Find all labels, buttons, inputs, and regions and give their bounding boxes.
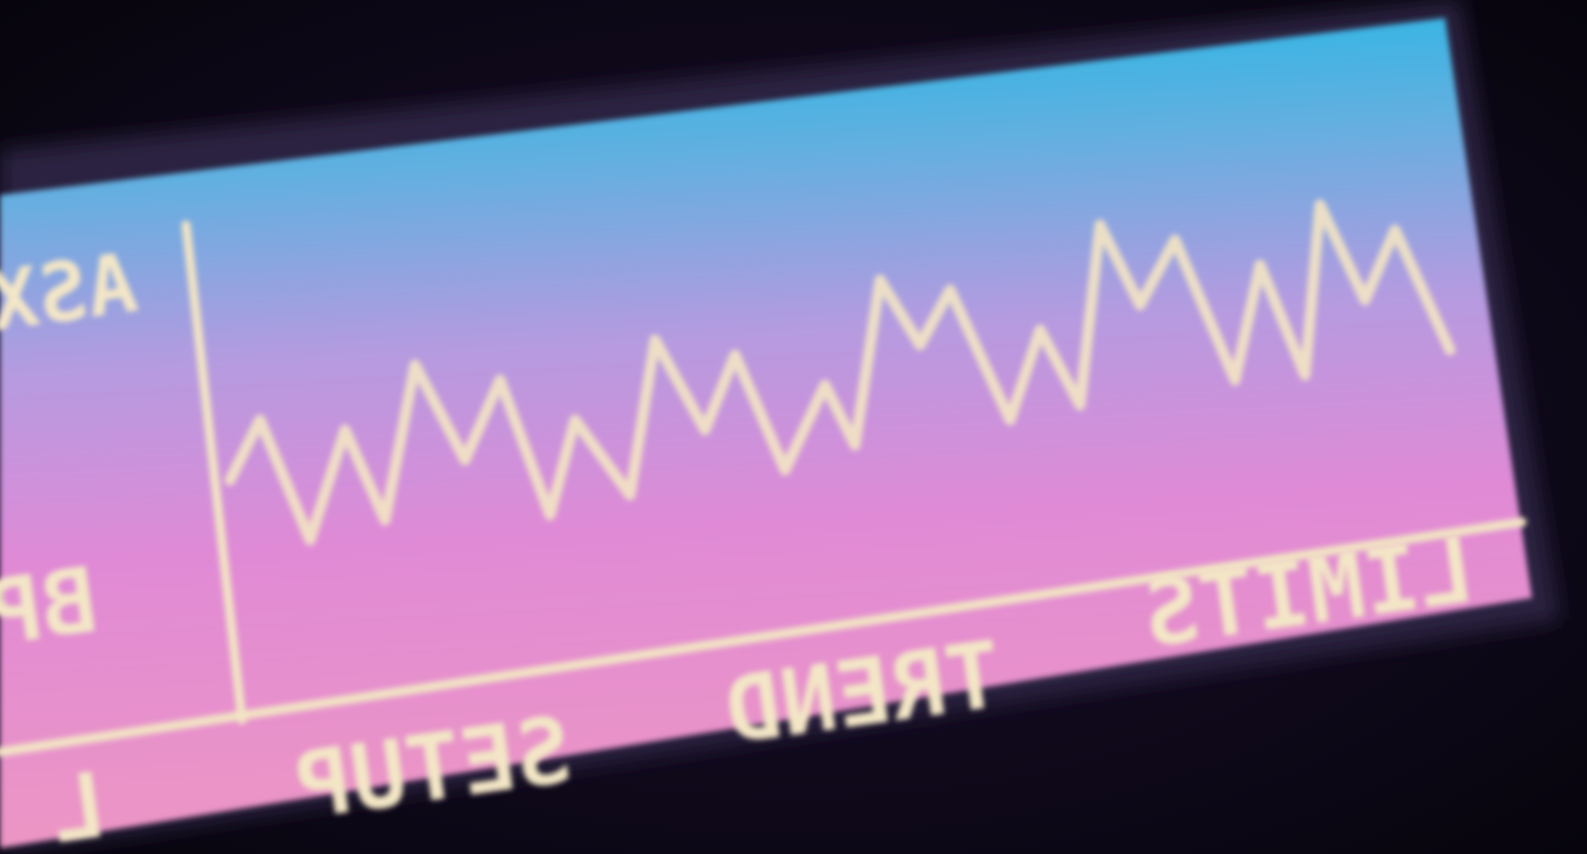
side-label: BP: [0, 548, 103, 667]
softkey: L: [45, 753, 113, 854]
softkey-bar: [0, 517, 1527, 757]
side-label: ASX: [0, 236, 143, 351]
waveform: [224, 199, 1456, 546]
axis-line: [181, 220, 247, 725]
